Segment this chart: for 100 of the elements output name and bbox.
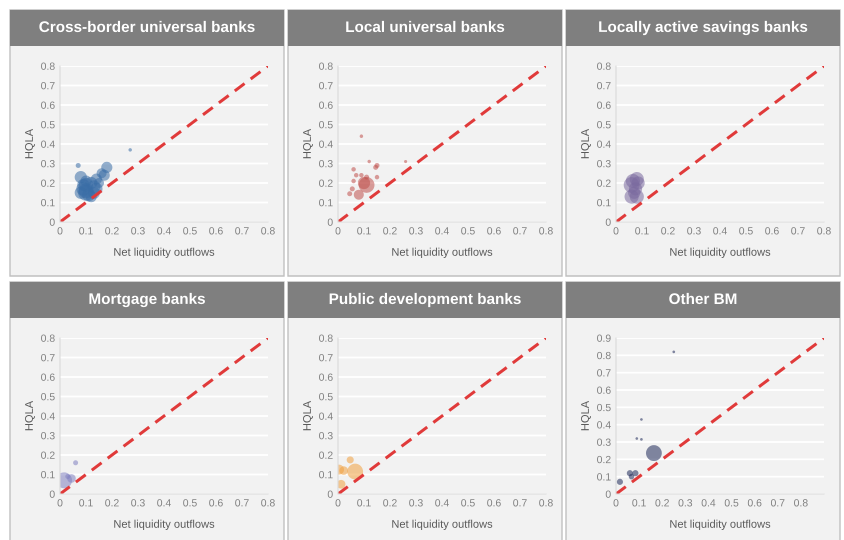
x-tick-label: 0.5 (739, 227, 753, 235)
x-tick-label: 0.3 (131, 499, 145, 507)
y-tick-label: 0.8 (597, 62, 611, 70)
x-tick-label: 0.7 (513, 499, 527, 507)
x-axis-title: Net liquidity outflows (114, 520, 214, 530)
x-tick-label: 0.4 (435, 227, 449, 235)
y-tick-label: 0.5 (41, 121, 55, 128)
chart-title: Mortgage banks (89, 292, 205, 308)
x-tick-label: 0.2 (383, 499, 397, 507)
y-tick-label: 0.7 (597, 82, 611, 90)
y-tick-label: 0.1 (597, 199, 611, 206)
y-tick-label: 0.5 (597, 121, 611, 128)
x-tick-label: 0.7 (791, 227, 805, 235)
y-tick-label: 0.2 (319, 180, 333, 187)
x-tick-label: 0.2 (105, 227, 119, 235)
y-tick-label: 0.3 (597, 160, 611, 168)
chart-title: Public development banks (330, 292, 521, 308)
y-tick-label: 0.4 (41, 140, 55, 148)
y-tick-label: 0.3 (319, 432, 333, 440)
y-tick-label: 0.5 (319, 121, 333, 128)
y-tick-label: 0 (606, 490, 611, 498)
y-tick-label: 0.3 (319, 160, 333, 168)
y-tick-label: 0.8 (319, 334, 333, 342)
y-tick-label: 0 (606, 218, 611, 226)
x-tick-label: 0.1 (635, 227, 649, 235)
y-tick-label: 0.6 (41, 102, 55, 109)
y-tick-label: 0.7 (319, 354, 333, 362)
y-tick-label: 0.5 (41, 393, 55, 400)
x-axis-title: Net liquidity outflows (392, 520, 492, 530)
y-tick-label: 0.4 (319, 140, 333, 148)
y-tick-label: 0.8 (319, 62, 333, 70)
x-tick-label: 0.5 (461, 227, 475, 235)
y-tick-label: 0.2 (41, 452, 55, 459)
x-tick-label: 0.7 (513, 227, 527, 235)
y-tick-label: 0.7 (597, 369, 611, 377)
y-tick-label: 0.7 (319, 82, 333, 90)
y-tick-label: 0.5 (597, 404, 611, 412)
x-tick-label: 0.5 (183, 227, 197, 235)
x-tick-label: 0 (336, 499, 340, 507)
x-tick-label: 0.8 (261, 227, 275, 235)
x-axis-title: Net liquidity outflows (670, 248, 770, 258)
x-tick-label: 0.1 (632, 499, 646, 507)
x-tick-label: 0.2 (105, 499, 119, 507)
x-tick-label: 0.8 (817, 227, 831, 235)
y-axis-title: HQLA (581, 400, 591, 430)
y-tick-label: 0.6 (41, 374, 55, 381)
x-tick-label: 0.5 (183, 499, 197, 507)
x-tick-label: 0.8 (261, 499, 275, 507)
x-tick-label: 0.4 (702, 499, 716, 507)
x-tick-label: 0.4 (713, 227, 727, 235)
x-tick-label: 0.8 (794, 499, 808, 507)
x-tick-label: 0.6 (487, 499, 501, 507)
x-tick-label: 0.8 (539, 499, 553, 507)
y-tick-label: 0.6 (597, 102, 611, 109)
chart-title: Locally active savings banks (599, 20, 808, 36)
y-tick-label: 0.1 (597, 473, 611, 481)
y-tick-label: 0.6 (319, 374, 333, 381)
x-tick-label: 0.6 (209, 499, 223, 507)
y-tick-label: 0.2 (319, 452, 333, 459)
y-tick-label: 0.7 (41, 354, 55, 362)
y-tick-label: 0.9 (597, 334, 611, 342)
y-tick-label: 0.1 (41, 199, 55, 206)
chart-title: Local universal banks (346, 20, 504, 32)
y-tick-label: 0.1 (319, 199, 333, 206)
x-axis-title: Net liquidity outflows (392, 248, 492, 258)
x-tick-label: 0.6 (487, 227, 501, 235)
y-tick-label: 0.1 (319, 471, 333, 478)
y-tick-label: 0.3 (597, 438, 611, 446)
y-axis-title: HQLA (303, 400, 313, 430)
x-tick-label: 0.3 (409, 227, 423, 235)
x-tick-label: 0 (58, 499, 62, 507)
x-tick-label: 0.7 (235, 499, 249, 507)
x-tick-label: 0.1 (357, 227, 371, 235)
y-tick-label: 0.4 (41, 412, 55, 420)
x-tick-label: 0.3 (687, 227, 701, 235)
x-tick-label: 0.6 (209, 227, 223, 235)
x-tick-label: 0 (614, 227, 618, 235)
x-tick-label: 0.6 (748, 499, 762, 507)
x-tick-label: 0.3 (678, 499, 692, 507)
chart-title: Other BM (669, 292, 736, 304)
x-tick-label: 0 (614, 499, 618, 507)
y-tick-label: 0.2 (597, 180, 611, 187)
x-tick-label: 0.7 (235, 227, 249, 235)
y-tick-label: 0.1 (41, 471, 55, 478)
x-tick-label: 0.4 (157, 227, 171, 235)
y-tick-label: 0 (50, 490, 55, 498)
x-axis-title: Net liquidity outflows (670, 520, 770, 530)
y-tick-label: 0.6 (597, 386, 611, 394)
x-tick-label: 0.1 (357, 499, 371, 507)
y-tick-label: 0.8 (597, 352, 611, 360)
y-axis-title: HQLA (25, 128, 35, 158)
x-tick-label: 0.5 (461, 499, 475, 507)
y-axis-title: HQLA (581, 128, 591, 158)
x-tick-label: 0 (58, 227, 62, 235)
y-tick-label: 0.5 (319, 393, 333, 400)
x-tick-label: 0.3 (409, 499, 423, 507)
y-tick-label: 0 (328, 490, 333, 498)
x-tick-label: 0.6 (765, 227, 779, 235)
y-tick-label: 0.8 (41, 62, 55, 70)
x-tick-label: 0.1 (79, 499, 93, 507)
